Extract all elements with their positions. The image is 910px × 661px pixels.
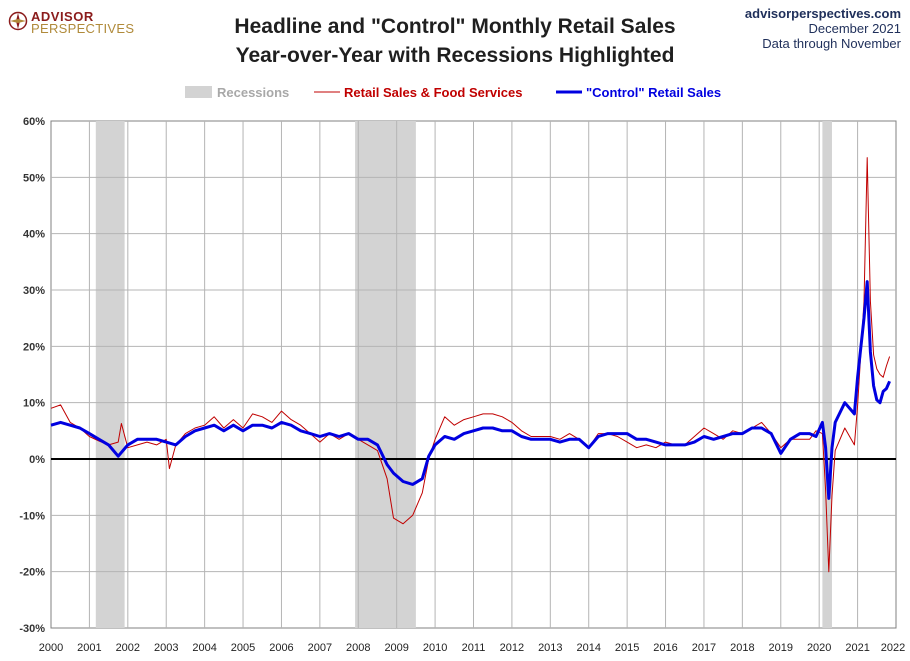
x-tick-label: 2014 — [576, 642, 600, 654]
y-tick-label: 30% — [23, 285, 45, 297]
x-tick-label: 2012 — [500, 642, 524, 654]
series-line-control — [50, 280, 891, 500]
legend-headline-label: Retail Sales & Food Services — [344, 85, 522, 100]
recession-band — [95, 121, 125, 628]
x-tick-label: 2006 — [269, 642, 293, 654]
x-tick-label: 2007 — [308, 642, 332, 654]
x-tick-label: 2018 — [730, 642, 754, 654]
logo-text-bottom: PERSPECTIVES — [31, 21, 135, 36]
compass-icon — [8, 11, 28, 31]
x-tick-label: 2005 — [231, 642, 255, 654]
source-note: Data through November — [762, 36, 901, 51]
y-tick-label: 50% — [23, 172, 45, 184]
source-info: advisorperspectives.com December 2021 Da… — [745, 6, 901, 51]
legend-recessions-label: Recessions — [217, 85, 289, 100]
logo-text-top: ADVISOR — [31, 9, 94, 24]
legend-recessions-swatch — [185, 86, 212, 98]
chart-title-line1: Headline and "Control" Monthly Retail Sa… — [234, 15, 676, 38]
x-tick-label: 2000 — [39, 642, 63, 654]
y-tick-label: 20% — [23, 341, 45, 353]
series-lines — [50, 157, 891, 573]
y-axis-ticks: -30% -20% -10% 0% 10% 20% 30% 40% 50% 60% — [19, 116, 45, 635]
x-tick-label: 2002 — [116, 642, 140, 654]
x-tick-label: 2003 — [154, 642, 178, 654]
legend: Recessions Retail Sales & Food Services … — [185, 85, 721, 100]
x-tick-label: 2013 — [538, 642, 562, 654]
source-date: December 2021 — [808, 21, 902, 36]
legend-control-label: "Control" Retail Sales — [586, 85, 721, 100]
recession-bands — [95, 121, 832, 628]
x-tick-label: 2017 — [692, 642, 716, 654]
x-tick-label: 2022 — [881, 642, 905, 654]
x-axis-ticks: 2000 2001 2002 2003 2004 2005 2006 2007 2008 2009… — [39, 642, 905, 654]
x-tick-label: 2016 — [653, 642, 677, 654]
y-tick-label: 0% — [29, 454, 45, 466]
source-site: advisorperspectives.com — [744, 6, 901, 21]
x-tick-label: 2009 — [384, 642, 408, 654]
x-tick-label: 2021 — [845, 642, 869, 654]
x-tick-label: 2015 — [615, 642, 639, 654]
grid-lines — [51, 121, 896, 628]
y-tick-label: 10% — [23, 398, 45, 410]
recession-band — [822, 121, 832, 628]
x-tick-label: 2010 — [423, 642, 447, 654]
x-tick-label: 2001 — [77, 642, 101, 654]
y-tick-label: -20% — [19, 567, 45, 579]
x-tick-label: 2011 — [462, 642, 486, 654]
y-tick-label: 60% — [23, 116, 45, 128]
x-tick-label: 2008 — [346, 642, 370, 654]
advisor-perspectives-logo: ADVISOR PERSPECTIVES — [8, 9, 138, 36]
y-tick-label: 40% — [23, 229, 45, 241]
y-tick-label: -10% — [19, 510, 45, 522]
y-tick-label: -30% — [19, 623, 45, 635]
x-tick-label: 2004 — [192, 642, 216, 654]
x-tick-label: 2020 — [807, 642, 831, 654]
recession-band — [355, 121, 416, 628]
chart-title: Headline and "Control" Monthly Retail Sa… — [0, 12, 910, 70]
x-tick-label: 2019 — [769, 642, 793, 654]
chart-title-line2: Year-over-Year with Recessions Highlight… — [235, 44, 675, 67]
